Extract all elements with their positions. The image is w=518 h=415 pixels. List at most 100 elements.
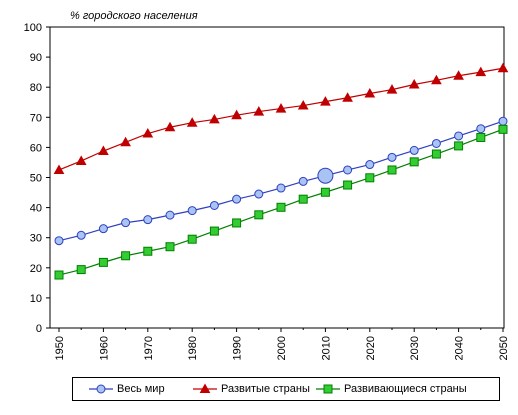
data-point (387, 165, 397, 175)
data-point (142, 128, 154, 138)
data-point (365, 173, 375, 183)
data-point (320, 96, 331, 106)
data-point (75, 155, 87, 165)
data-point (254, 189, 264, 199)
data-point (364, 88, 376, 98)
data-point (121, 251, 131, 261)
data-point (53, 164, 65, 174)
plot-area-frame (49, 26, 505, 329)
data-point (120, 136, 131, 147)
data-point (232, 218, 242, 228)
data-point (431, 149, 441, 159)
y-tick-label: 10 (30, 293, 42, 305)
data-point (54, 270, 64, 280)
y-tick-label: 30 (30, 233, 42, 245)
data-point (342, 92, 353, 102)
data-point (187, 234, 197, 244)
x-tick-label: 2030 (409, 336, 421, 360)
y-tick-label: 20 (30, 263, 42, 275)
data-point (498, 124, 508, 134)
data-point (343, 180, 353, 190)
data-point (297, 100, 309, 110)
y-axis-title: % городского населения (70, 10, 198, 22)
legend: Весь мир Развитые страны Развивающиеся стр… (72, 377, 500, 401)
data-point (231, 109, 242, 120)
data-point (387, 152, 397, 162)
x-tick-label: 2010 (320, 336, 332, 360)
x-tick-label: 2020 (365, 336, 377, 360)
data-point (98, 145, 109, 156)
data-point (209, 113, 220, 124)
legend-swatch (89, 384, 113, 394)
data-point (165, 210, 175, 220)
data-point (408, 78, 420, 89)
data-point (476, 124, 486, 134)
data-point (498, 116, 508, 126)
series-square (54, 124, 508, 280)
legend-label: Развивающиеся страны (344, 383, 467, 395)
y-tick-label: 70 (30, 112, 42, 124)
y-tick-label: 0 (36, 323, 42, 335)
data-point (164, 121, 176, 132)
legend-marker (199, 383, 211, 393)
data-point (186, 117, 198, 127)
data-point (187, 206, 197, 216)
data-point (409, 145, 419, 155)
data-point (232, 194, 242, 204)
data-point (253, 106, 265, 116)
data-point (454, 131, 464, 141)
legend-item: Развитые страны (193, 378, 310, 400)
data-point (276, 202, 286, 212)
data-point (254, 210, 264, 220)
data-point (98, 224, 108, 234)
legend-swatch (316, 384, 340, 394)
legend-swatch (193, 383, 217, 393)
data-point (298, 194, 308, 204)
y-tick-label: 90 (30, 52, 42, 64)
data-point (343, 165, 353, 175)
data-point (475, 66, 487, 77)
y-tick-label: 100 (24, 22, 42, 34)
data-point (143, 215, 153, 225)
legend-item: Развивающиеся страны (316, 378, 467, 400)
legend-label: Весь мир (117, 383, 165, 395)
data-point (165, 242, 175, 252)
y-tick-label: 50 (30, 173, 42, 185)
legend-item: Весь мир (89, 378, 165, 400)
data-point (476, 132, 486, 142)
series-circle (54, 116, 508, 246)
data-point (431, 138, 441, 148)
data-point (276, 183, 286, 193)
legend-marker (96, 384, 106, 394)
x-tick-label: 1950 (54, 336, 66, 360)
data-point (453, 70, 464, 80)
series-layer (53, 62, 509, 280)
y-tick-label: 40 (30, 203, 42, 215)
data-point (143, 246, 153, 256)
data-point (386, 84, 398, 94)
x-tick-label: 1960 (98, 336, 110, 360)
data-point (409, 157, 419, 167)
legend-label: Развитые страны (221, 383, 310, 395)
data-point (317, 167, 334, 184)
x-tick-label: 1970 (143, 336, 155, 360)
x-tick-label: 1990 (232, 336, 244, 360)
data-point (497, 62, 509, 73)
y-tick-label: 80 (30, 82, 42, 94)
data-point (275, 103, 287, 113)
x-tick-label: 2000 (276, 336, 288, 360)
data-point (320, 187, 330, 197)
data-point (209, 226, 219, 236)
data-point (209, 200, 219, 210)
data-point (98, 257, 108, 267)
series-triangle (53, 62, 509, 174)
data-point (298, 176, 308, 186)
x-tick-label: 2050 (498, 336, 510, 360)
y-tick-label: 60 (30, 142, 42, 154)
legend-marker (323, 384, 333, 394)
data-point (365, 160, 375, 170)
data-point (431, 74, 442, 85)
